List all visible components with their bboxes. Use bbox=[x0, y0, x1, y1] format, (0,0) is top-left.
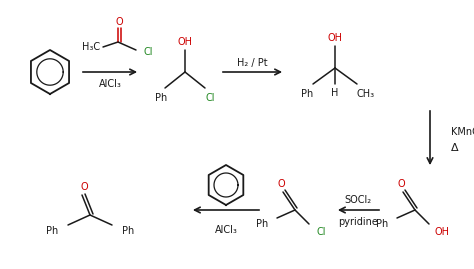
Text: Ph: Ph bbox=[376, 219, 388, 229]
Text: Ph: Ph bbox=[301, 89, 313, 99]
Text: Ph: Ph bbox=[122, 226, 134, 236]
Text: pyridine: pyridine bbox=[338, 217, 378, 227]
Text: Ph: Ph bbox=[256, 219, 268, 229]
Text: AlCl₃: AlCl₃ bbox=[99, 79, 121, 89]
Text: O: O bbox=[397, 179, 405, 189]
Text: Cl: Cl bbox=[317, 227, 327, 237]
Text: O: O bbox=[115, 17, 123, 27]
Text: O: O bbox=[277, 179, 285, 189]
Text: H₃C: H₃C bbox=[82, 42, 100, 52]
Text: Ph: Ph bbox=[46, 226, 58, 236]
Text: SOCl₂: SOCl₂ bbox=[345, 195, 372, 205]
Text: OH: OH bbox=[435, 227, 450, 237]
Text: AlCl₃: AlCl₃ bbox=[215, 225, 237, 235]
Text: Cl: Cl bbox=[144, 47, 154, 57]
Text: OH: OH bbox=[328, 33, 343, 43]
Text: Ph: Ph bbox=[155, 93, 167, 103]
Text: Cl: Cl bbox=[205, 93, 215, 103]
Text: H₂ / Pt: H₂ / Pt bbox=[237, 58, 267, 68]
Text: CH₃: CH₃ bbox=[357, 89, 375, 99]
Text: Δ: Δ bbox=[451, 143, 459, 153]
Text: H: H bbox=[331, 88, 339, 98]
Text: KMnO4: KMnO4 bbox=[451, 127, 474, 137]
Text: O: O bbox=[80, 182, 88, 192]
Text: OH: OH bbox=[177, 37, 192, 47]
